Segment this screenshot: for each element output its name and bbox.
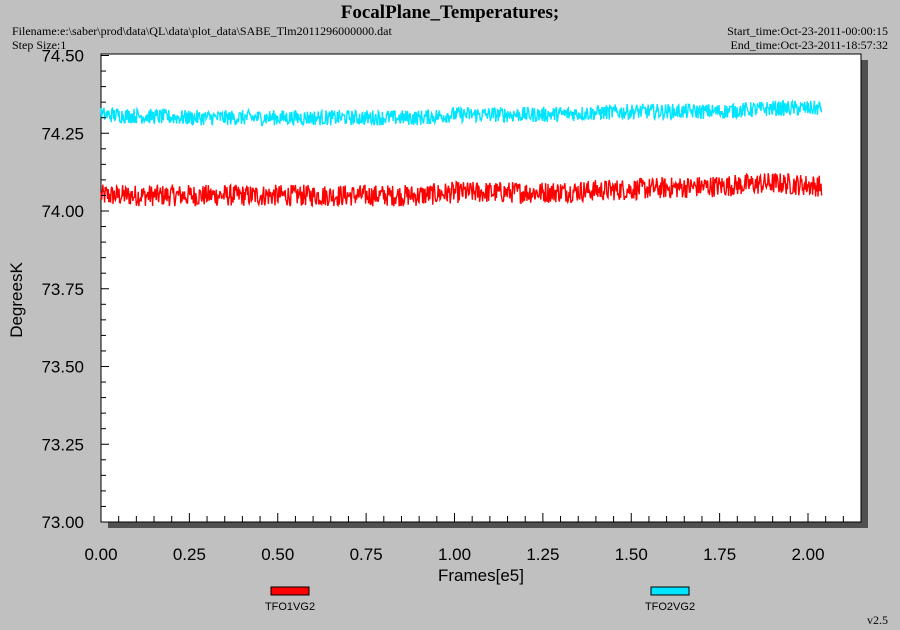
- start-time-label: Start_time:Oct-23-2011-00:00:15: [727, 24, 888, 38]
- end-time-label: End_time:Oct-23-2011-18:57:32: [730, 38, 888, 52]
- y-tick-label: 74.50: [41, 47, 84, 66]
- y-tick-label: 73.50: [41, 358, 84, 377]
- x-tick-label: 0.75: [350, 545, 383, 564]
- legend-label-tfo1vg2: TFO1VG2: [265, 601, 315, 613]
- y-tick-label: 74.00: [41, 202, 84, 221]
- step-size-label: Step Size:1: [12, 38, 67, 52]
- x-tick-label: 0.25: [173, 545, 206, 564]
- series-line-tfo2vg2: [100, 99, 823, 127]
- y-tick-label: 74.25: [41, 124, 84, 143]
- y-tick-label: 73.00: [41, 513, 84, 532]
- y-tick-label: 73.75: [41, 280, 84, 299]
- filename-label: Filename:e:\saber\prod\data\QL\data\plot…: [12, 24, 392, 38]
- x-tick-label: 0.50: [261, 545, 294, 564]
- x-tick-label: 1.25: [526, 545, 559, 564]
- x-tick-label: 2.00: [791, 545, 824, 564]
- y-axis-label: DegreesK: [7, 262, 26, 338]
- legend-label-tfo2vg2: TFO2VG2: [645, 601, 695, 613]
- y-tick-label: 73.25: [41, 435, 84, 454]
- x-tick-label: 0.00: [84, 545, 117, 564]
- legend-swatch-tfo1vg2: [270, 586, 310, 596]
- version-label: v2.5: [867, 613, 888, 627]
- series-line-tfo1vg2: [100, 172, 823, 208]
- chart-title: FocalPlane_Temperatures;: [340, 2, 560, 23]
- legend-swatch-tfo2vg2: [650, 586, 690, 596]
- x-tick-label: 1.00: [438, 545, 471, 564]
- x-axis-label: Frames[e5]: [438, 566, 524, 585]
- x-tick-label: 1.50: [615, 545, 648, 564]
- plot-area: [100, 53, 862, 523]
- x-tick-label: 1.75: [703, 545, 736, 564]
